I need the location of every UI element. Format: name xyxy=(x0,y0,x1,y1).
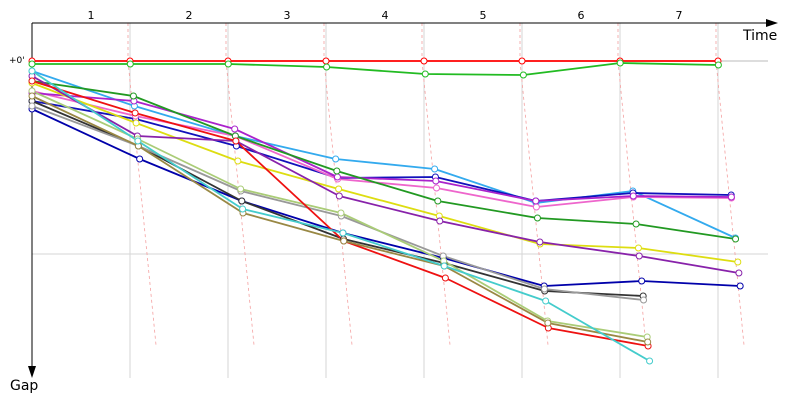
series-lines xyxy=(31,60,741,362)
x-axis-title: Time xyxy=(742,28,777,44)
data-point xyxy=(232,137,240,145)
y-axis-title: Gap xyxy=(10,378,38,394)
data-point xyxy=(732,235,740,243)
data-point xyxy=(333,167,341,175)
lap-labels: 1 2 3 4 5 6 7 xyxy=(88,9,683,22)
lap-label: 1 xyxy=(88,9,95,22)
data-point xyxy=(28,92,36,100)
lap-label: 2 xyxy=(186,9,193,22)
lap-label: 4 xyxy=(382,9,389,22)
zero-gap-label: +0' xyxy=(9,56,25,66)
data-point xyxy=(126,60,134,68)
data-point xyxy=(132,119,140,127)
data-point xyxy=(519,71,527,79)
data-point xyxy=(129,92,137,100)
data-point xyxy=(224,60,232,68)
lap-label: 3 xyxy=(284,9,291,22)
data-point xyxy=(532,197,540,205)
data-point xyxy=(635,252,643,260)
pit-guide-line xyxy=(323,60,353,346)
data-point xyxy=(540,285,548,293)
data-point xyxy=(542,297,550,305)
series-line xyxy=(31,70,736,239)
data-point xyxy=(638,277,646,285)
data-point xyxy=(532,203,540,211)
data-point xyxy=(335,185,343,193)
axes: Time Gap +0' xyxy=(9,19,778,394)
data-point xyxy=(436,217,444,225)
data-point xyxy=(234,157,242,165)
series-line xyxy=(31,90,732,208)
data-point xyxy=(714,61,722,69)
data-point xyxy=(420,57,428,65)
data-point xyxy=(440,262,448,270)
data-point xyxy=(736,282,744,290)
series-line xyxy=(31,100,732,202)
data-point xyxy=(734,258,742,266)
data-point xyxy=(518,57,526,65)
series-line xyxy=(32,62,719,76)
series-line xyxy=(31,80,736,240)
data-point xyxy=(136,155,144,163)
series-markers xyxy=(28,57,744,365)
data-point xyxy=(239,205,247,213)
data-point xyxy=(634,244,642,252)
lap-label: 5 xyxy=(480,9,487,22)
data-point xyxy=(431,165,439,173)
data-point xyxy=(28,102,36,110)
data-point xyxy=(432,177,440,185)
series-line xyxy=(31,108,741,287)
data-point xyxy=(340,237,348,245)
data-point xyxy=(237,185,245,193)
data-point xyxy=(339,229,347,237)
data-point xyxy=(333,173,341,181)
data-point xyxy=(640,296,648,304)
data-point xyxy=(644,338,652,346)
y-axis-arrow-icon xyxy=(28,366,36,378)
data-point xyxy=(536,238,544,246)
data-point xyxy=(632,220,640,228)
data-point xyxy=(735,269,743,277)
data-point xyxy=(322,57,330,65)
data-point xyxy=(533,214,541,222)
series-line xyxy=(31,105,644,301)
data-point xyxy=(231,125,239,133)
data-point xyxy=(616,59,624,67)
data-point xyxy=(335,192,343,200)
data-point xyxy=(421,70,429,78)
data-point xyxy=(134,137,142,145)
data-point xyxy=(332,155,340,163)
series-line xyxy=(31,82,738,263)
x-axis-arrow-icon xyxy=(766,19,778,27)
lap-label: 7 xyxy=(676,9,683,22)
data-point xyxy=(28,67,36,75)
data-point xyxy=(727,193,735,201)
data-point xyxy=(434,197,442,205)
data-point xyxy=(28,77,36,85)
data-point xyxy=(646,357,654,365)
data-point xyxy=(131,109,139,117)
lap-label: 6 xyxy=(578,9,585,22)
data-point xyxy=(28,60,36,68)
grid xyxy=(32,23,768,378)
data-point xyxy=(629,192,637,200)
data-point xyxy=(544,319,552,327)
series-line xyxy=(31,75,740,274)
data-point xyxy=(441,274,449,282)
data-point xyxy=(323,63,331,71)
pit-guide-lines xyxy=(127,23,745,346)
pit-guide-line xyxy=(715,60,745,346)
data-point xyxy=(337,209,345,217)
data-point xyxy=(433,184,441,192)
data-point xyxy=(238,197,246,205)
series-line xyxy=(31,92,732,202)
